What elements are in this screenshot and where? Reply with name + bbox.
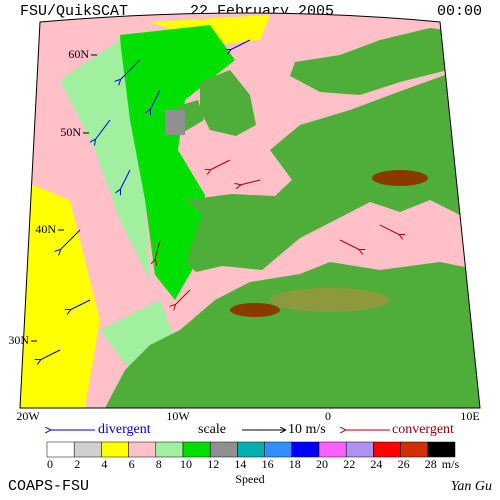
colorbar-title: Speed [235,472,264,486]
speed-zone [165,110,185,135]
legend-convergent: convergent [392,422,454,437]
colorbar-swatch [237,441,265,458]
lat-label: 40N [35,222,56,236]
colorbar-swatch [73,441,102,458]
colorbar-tick-label: 16 [262,457,274,471]
colorbar-swatch [46,441,75,458]
lon-labels: 20W 10W 0 10E [16,409,479,423]
colorbar-swatch [155,441,184,458]
colorbar-swatch [373,441,401,458]
lon-label: 10E [460,409,479,423]
colorbar: 0 2 4 6 8 10 12 14 16 18 20 22 24 26 28 m/s [46,441,460,471]
lat-label: 60N [68,47,89,61]
time: 00:00 [437,3,482,20]
colorbar-tick-label: 4 [101,457,107,471]
lon-label: 0 [325,409,331,423]
credit: COAPS-FSU [8,478,89,495]
lat-labels: 60N 50N 40N 30N [8,47,97,347]
colorbar-swatch [291,441,320,458]
colorbar-unit: m/s [442,457,460,471]
relief [270,288,390,312]
wind-vectors [40,39,400,360]
author: Yan Gu [451,479,492,494]
colorbar-swatch [182,441,211,458]
colorbar-tick-label: 14 [234,457,246,471]
map [20,13,480,408]
colorbar-tick-label: 8 [156,457,162,471]
colorbar-tick-label: 10 [180,457,192,471]
colorbar-tick-label: 20 [316,457,328,471]
colorbar-tick-label: 28 [425,457,437,471]
colorbar-tick-label: 24 [370,457,382,471]
relief [372,170,428,186]
speed-zone [60,40,150,280]
map-frame [19,12,481,409]
relief [230,303,280,317]
speed-zone [20,180,100,408]
colorbar-tick-label: 18 [289,457,301,471]
legend-divergent: divergent [98,422,151,437]
lat-label: 50N [60,125,81,139]
lat-label: 30N [8,333,29,347]
colorbar-tick-label: 22 [343,457,355,471]
colorbar-tick-label: 2 [74,457,80,471]
colorbar-swatch [128,441,157,458]
land [105,28,480,408]
legend-scale-value: 10 m/s [288,422,326,437]
colorbar-tick-label: 12 [207,457,219,471]
source: FSU/QuikSCAT [20,3,128,20]
colorbar-swatch [209,441,238,458]
colorbar-tick-label: 6 [129,457,135,471]
legend-scale: scale [198,422,226,437]
colorbar-swatch [345,441,374,458]
colorbar-tick-label: 26 [398,457,410,471]
colorbar-swatch [101,441,129,458]
lon-label: 10W [166,409,190,423]
lon-label: 20W [16,409,40,423]
colorbar-swatch [264,441,293,458]
colorbar-swatch [400,441,429,458]
speed-zone [120,25,235,300]
colorbar-tick-label: 0 [47,457,53,471]
colorbar-swatch [427,441,456,458]
colorbar-swatch [318,441,347,458]
